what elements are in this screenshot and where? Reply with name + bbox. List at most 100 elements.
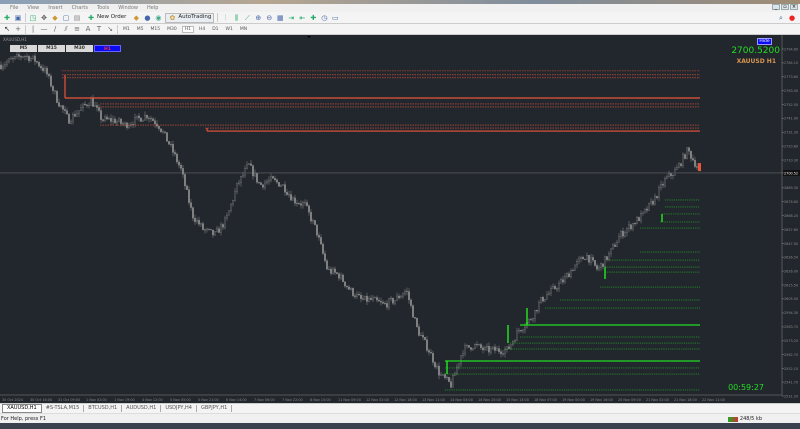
zoom-in-icon[interactable]: ⊕	[255, 13, 262, 22]
candle-body	[602, 263, 604, 267]
channel-icon[interactable]: ⫽	[64, 25, 68, 33]
time-label: 1 Nov 02:00	[86, 398, 107, 402]
signals-icon[interactable]: ●	[144, 13, 151, 22]
tf-h1[interactable]: H1	[181, 25, 194, 33]
tile-windows-icon[interactable]: ▦	[277, 13, 284, 22]
menu-help[interactable]: Help	[147, 5, 159, 11]
candle-body	[216, 228, 218, 232]
menu-view[interactable]: View	[27, 5, 40, 11]
bar-chart-icon[interactable]: ⫶	[224, 13, 227, 22]
candle-body	[538, 302, 540, 312]
tab-tsla[interactable]: #S-TSLA,M15	[42, 405, 85, 412]
text-icon[interactable]: A	[85, 25, 91, 33]
tab-btcusd[interactable]: BTCUSD,H1	[84, 405, 123, 412]
data-window-icon[interactable]: ✥	[41, 13, 47, 22]
autotrading-icon: ✿	[169, 13, 176, 22]
candle-body	[428, 350, 430, 353]
candle-body	[94, 105, 96, 107]
tf-button-m15[interactable]: M15	[38, 45, 65, 52]
market-icon[interactable]: ◉	[155, 13, 162, 22]
candle-body	[282, 184, 284, 186]
candlestick-icon[interactable]: ⫼	[234, 13, 238, 22]
candle-body	[136, 115, 138, 118]
templates-icon[interactable]: ▭	[332, 13, 339, 22]
price-label: 2541.70	[784, 381, 798, 385]
strategy-tester-icon[interactable]: ▤	[73, 13, 81, 22]
tf-m5[interactable]: M5	[136, 26, 144, 32]
candle-body	[514, 340, 516, 342]
tab-audusd[interactable]: AUDUSD,H1	[122, 405, 162, 412]
candle-body	[380, 301, 382, 303]
time-label: 5 Nov 05:00	[170, 398, 191, 402]
candle-body	[304, 202, 306, 204]
tab-gbpjpy[interactable]: GBPJPY,H1	[197, 405, 233, 412]
vertical-line-icon[interactable]: |	[31, 25, 35, 33]
candle-body	[314, 220, 316, 225]
new-order-button[interactable]: ✚ New Order	[84, 13, 129, 23]
indicators-icon[interactable]: ✚	[310, 13, 317, 22]
autoscroll-icon[interactable]: ⇥	[288, 13, 295, 22]
profiles-icon[interactable]: ▣	[14, 13, 22, 22]
candle-body	[504, 349, 506, 355]
menu-tools[interactable]: Tools	[96, 5, 110, 11]
trendline-icon[interactable]: /	[53, 25, 57, 33]
market-watch-icon[interactable]: ◳	[29, 13, 37, 22]
menu-insert[interactable]: Insert	[48, 5, 63, 11]
candle-body	[182, 168, 184, 175]
chart-shift-icon[interactable]: ⇤	[299, 13, 306, 22]
navigator-icon[interactable]: ◆	[52, 13, 58, 22]
minimize-button[interactable]: _	[772, 4, 780, 10]
tf-mn[interactable]: MN	[239, 26, 248, 32]
candle-body	[400, 295, 402, 299]
candle-body	[168, 141, 170, 145]
restore-button[interactable]: ▫	[781, 4, 789, 10]
fibonacci-icon[interactable]: ≡	[74, 25, 80, 33]
candle-body	[156, 123, 158, 127]
tab-xauusd[interactable]: XAUUSD,H1	[2, 404, 42, 413]
close-button[interactable]: ×	[790, 4, 798, 10]
menu-window[interactable]: Window	[118, 5, 138, 11]
tf-m1[interactable]: M1	[123, 26, 130, 32]
new-chart-icon[interactable]: ✚	[4, 13, 10, 22]
candle-body	[352, 288, 354, 296]
tf-h4[interactable]: H4	[198, 26, 206, 32]
candle-body	[86, 104, 88, 106]
menu-file[interactable]: File	[10, 5, 19, 11]
search-icon[interactable]: ⌕	[779, 13, 783, 22]
tf-w1[interactable]: W1	[225, 26, 233, 32]
tf-button-m5[interactable]: M5	[10, 45, 37, 52]
candle-body	[474, 344, 476, 349]
text-label-icon[interactable]: T	[96, 25, 102, 33]
crosshair-icon[interactable]: +	[15, 25, 21, 33]
chart-window[interactable]: 2794.60 2784.10 2773.60 2763.00 2752.50 2741.…	[0, 35, 800, 403]
metaeditor-icon[interactable]: ◆	[133, 13, 140, 22]
candle-body	[296, 202, 298, 204]
candle-body	[148, 117, 150, 119]
tf-m15[interactable]: M15	[150, 26, 161, 32]
price-chart[interactable]: 2794.60 2784.10 2773.60 2763.00 2752.50 2741.…	[0, 35, 800, 403]
line-chart-icon[interactable]: ⟋	[244, 13, 250, 22]
candle-body	[442, 374, 444, 376]
candle-body	[364, 295, 366, 300]
autotrading-button[interactable]: ✿ AutoTrading	[165, 12, 215, 23]
tab-usdjpy[interactable]: USDJPY,H4	[161, 405, 197, 412]
candle-body	[10, 58, 12, 60]
tf-d1[interactable]: D1	[212, 26, 219, 32]
tf-button-h1[interactable]: H1	[94, 45, 121, 52]
candle-body	[464, 345, 466, 354]
horizontal-line-icon[interactable]: —	[40, 25, 48, 33]
candle-body	[558, 283, 560, 290]
candle-body	[102, 119, 104, 121]
menu-charts[interactable]: Charts	[71, 5, 88, 11]
hide-button[interactable]: Hide	[757, 38, 772, 45]
candle-body	[634, 223, 636, 225]
candle-body	[424, 337, 426, 340]
zoom-out-icon[interactable]: ⊖	[266, 13, 273, 22]
arrows-icon[interactable]: ↘	[107, 25, 113, 33]
tf-m30[interactable]: M30	[167, 26, 177, 32]
notification-icon[interactable]: ●	[788, 13, 796, 22]
terminal-icon[interactable]: ▢	[62, 13, 70, 22]
tf-button-m30[interactable]: M30	[66, 45, 93, 52]
cursor-icon[interactable]: ↖	[4, 25, 10, 33]
periods-icon[interactable]: ◷	[321, 13, 328, 22]
